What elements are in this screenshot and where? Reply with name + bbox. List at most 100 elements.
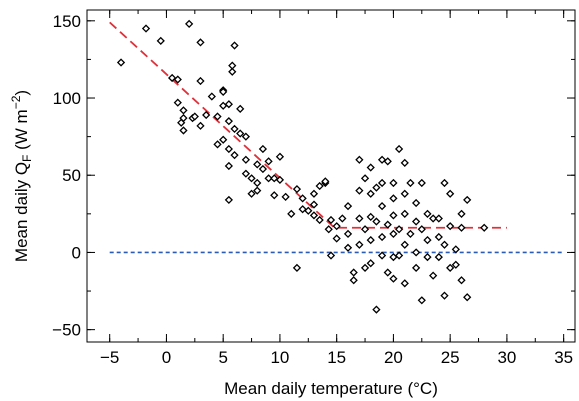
x-axis-label: Mean daily temperature (°C) — [224, 379, 438, 398]
data-point — [389, 252, 398, 262]
data-point — [360, 174, 370, 183]
data-point — [309, 200, 319, 209]
data-point — [202, 110, 211, 120]
data-point — [429, 271, 438, 280]
data-point — [247, 174, 256, 183]
data-point — [394, 225, 404, 234]
y-axis-label-superscript: −2 — [9, 95, 23, 109]
data-point — [372, 305, 381, 314]
data-point — [298, 205, 307, 214]
data-point — [116, 58, 126, 67]
y-axis-label-close: ) — [12, 90, 31, 96]
data-point — [281, 192, 290, 201]
x-tick-label: 5 — [218, 348, 227, 367]
data-point — [411, 263, 421, 272]
data-point — [213, 112, 222, 121]
data-point — [315, 181, 324, 191]
data-point — [241, 132, 251, 141]
y-tick-label: 50 — [62, 166, 81, 185]
y-axis-label-main: Mean daily Q — [12, 162, 31, 262]
data-point — [349, 276, 358, 285]
x-axis: −5 0 5 10 15 20 25 30 35 — [100, 10, 573, 367]
data-point — [457, 276, 466, 285]
data-point — [377, 201, 387, 211]
data-point — [185, 19, 194, 29]
data-point — [213, 140, 222, 149]
data-point — [423, 252, 432, 262]
data-point — [324, 225, 333, 234]
data-point — [355, 214, 364, 223]
data-point — [360, 225, 370, 234]
data-point — [372, 217, 381, 226]
data-point — [457, 209, 466, 218]
data-point — [394, 251, 404, 260]
data-point — [292, 263, 302, 272]
data-point — [241, 155, 251, 164]
data-point — [219, 87, 228, 96]
data-point — [429, 214, 438, 223]
data-point — [343, 229, 353, 239]
data-point — [173, 98, 182, 107]
data-point — [400, 279, 409, 288]
data-point — [377, 155, 387, 164]
plot-frame — [86, 9, 576, 343]
data-point — [423, 209, 432, 218]
data-point — [440, 240, 449, 249]
data-point — [287, 209, 296, 218]
data-point — [321, 177, 330, 186]
data-point — [224, 161, 233, 171]
y-tick-label: 150 — [53, 12, 81, 31]
data-point — [236, 129, 245, 138]
data-point — [230, 124, 239, 134]
data-point — [228, 67, 237, 76]
data-point — [224, 195, 233, 205]
data-point — [400, 209, 409, 218]
data-point — [446, 263, 455, 272]
data-point — [406, 178, 415, 188]
data-point — [355, 240, 364, 249]
data-point — [446, 222, 455, 231]
data-point — [446, 189, 455, 198]
data-point — [236, 104, 245, 113]
data-point — [343, 243, 353, 252]
data-point — [377, 251, 387, 260]
data-point — [338, 214, 347, 223]
data-point — [434, 214, 443, 223]
data-point — [326, 251, 336, 260]
data-point — [417, 296, 426, 305]
data-point — [173, 75, 182, 84]
data-point — [253, 178, 262, 188]
fit-line — [109, 21, 507, 229]
data-point — [270, 191, 279, 200]
data-point — [400, 189, 409, 198]
data-point — [196, 76, 205, 86]
y-axis-label-subscript: F — [20, 155, 34, 162]
data-point — [343, 201, 353, 211]
data-point — [411, 217, 421, 226]
data-point — [332, 234, 341, 243]
data-point — [417, 178, 426, 188]
data-point — [377, 232, 387, 242]
data-point — [196, 121, 205, 130]
data-point — [463, 293, 472, 302]
data-point — [275, 152, 285, 161]
data-point — [179, 113, 188, 123]
data-point — [400, 240, 409, 249]
data-point — [383, 157, 392, 166]
data-point — [179, 126, 188, 135]
data-point — [480, 223, 489, 232]
data-point — [309, 189, 319, 198]
data-point — [400, 158, 409, 167]
data-point — [417, 225, 426, 234]
data-point — [190, 112, 199, 121]
data-point — [411, 248, 421, 257]
data-point — [377, 178, 387, 188]
data-point — [366, 235, 375, 245]
data-point — [241, 169, 251, 178]
data-point — [224, 144, 233, 154]
data-point — [366, 212, 375, 222]
x-tick-label: −5 — [100, 348, 119, 367]
data-point — [264, 174, 273, 183]
